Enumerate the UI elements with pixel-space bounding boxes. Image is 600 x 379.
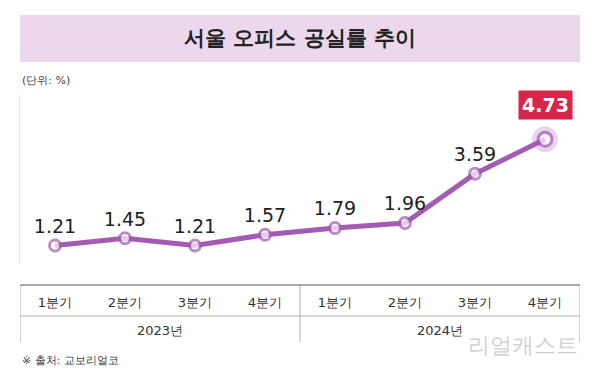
svg-text:3분기: 3분기 [458,295,492,310]
svg-text:1.45: 1.45 [104,208,146,230]
svg-text:3.59: 3.59 [454,143,496,165]
svg-text:2분기: 2분기 [388,295,422,310]
svg-text:4.73: 4.73 [522,94,569,116]
svg-text:서울 오피스 공실률 추이: 서울 오피스 공실률 추이 [184,26,416,50]
svg-text:1분기: 1분기 [318,295,352,310]
svg-text:4분기: 4분기 [528,295,562,310]
svg-text:(단위: %): (단위: %) [22,74,70,87]
svg-text:4분기: 4분기 [248,295,282,310]
svg-text:1.57: 1.57 [244,204,286,226]
svg-text:2024년: 2024년 [417,323,463,338]
svg-text:※ 출처: 교보리얼코: ※ 출처: 교보리얼코 [22,354,119,367]
svg-text:1.79: 1.79 [314,197,356,219]
svg-text:1.21: 1.21 [174,215,216,237]
svg-text:3분기: 3분기 [178,295,212,310]
svg-text:2분기: 2분기 [108,295,142,310]
svg-text:1분기: 1분기 [38,295,72,310]
svg-text:리얼캐스트: 리얼캐스트 [468,333,578,358]
svg-text:1.96: 1.96 [384,192,426,214]
svg-text:1.21: 1.21 [34,215,76,237]
svg-text:2023년: 2023년 [137,323,183,338]
